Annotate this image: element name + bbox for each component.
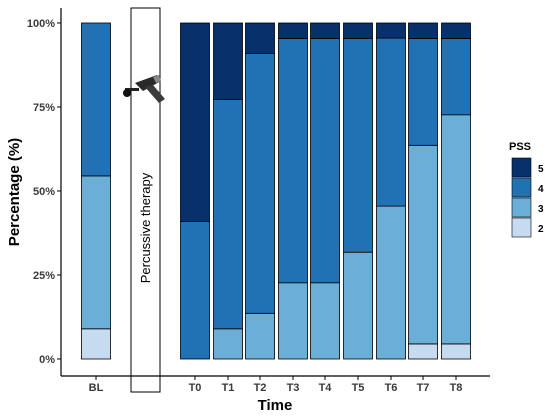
- bar-segment-t1-pss-4: [213, 99, 243, 330]
- legend-swatch-pss-2: [511, 217, 532, 238]
- bar-segment-t2-pss-3: [245, 312, 275, 360]
- y-tick-label: 75%: [33, 102, 55, 114]
- therapy-box: [130, 7, 161, 393]
- x-tick-label: T4: [319, 382, 333, 394]
- x-tick-label: T7: [417, 382, 430, 394]
- bar-segment-t0-pss-5: [180, 22, 210, 223]
- bar-segment-t8-pss-3: [441, 114, 471, 345]
- x-tick-label: T2: [254, 382, 267, 394]
- legend-swatch-pss-3: [511, 197, 532, 218]
- bar-segment-t3-pss-5: [278, 22, 308, 39]
- bar-segment-t6-pss-5: [376, 22, 406, 39]
- bar-segment-t0-pss-4: [180, 221, 210, 360]
- bar-segment-t7-pss-5: [408, 22, 438, 39]
- bar-segment-t2-pss-4: [245, 53, 275, 314]
- bars-layer: [81, 22, 471, 360]
- bar-segment-t1-pss-3: [213, 328, 243, 360]
- bar-segment-t6-pss-3: [376, 205, 406, 360]
- legend-label-pss-4: 4: [538, 184, 544, 195]
- x-tick-label: T6: [385, 382, 398, 394]
- x-tick-label: T5: [352, 382, 365, 394]
- bar-segment-t5-pss-3: [343, 251, 373, 360]
- bar-segment-t7-pss-4: [408, 38, 438, 146]
- bar-segment-bl-pss-2: [81, 328, 111, 360]
- x-tick-label: BL: [89, 382, 104, 394]
- bar-segment-t6-pss-4: [376, 37, 406, 207]
- bar-segment-t2-pss-5: [245, 22, 275, 55]
- x-ticks: BL T0 T1 T2 T3 T4 T5 T6 T7 T8: [89, 376, 463, 394]
- bar-segment-t5-pss-5: [343, 22, 373, 39]
- x-axis-title: Time: [258, 397, 293, 414]
- legend-label-pss-5: 5: [538, 164, 544, 175]
- y-ticks: 0% 25% 50% 75% 100%: [27, 18, 61, 366]
- legend: 5 4 3 2: [511, 157, 544, 238]
- x-tick-label: T0: [189, 382, 202, 394]
- bar-segment-bl-pss-3: [81, 175, 111, 330]
- x-tick-label: T1: [222, 382, 235, 394]
- y-tick-label: 100%: [27, 18, 55, 30]
- bar-segment-t3-pss-3: [278, 282, 308, 360]
- legend-swatch-pss-4: [511, 177, 532, 198]
- therapy-label: Percussive therapy: [138, 172, 153, 283]
- y-tick-label: 0%: [39, 354, 55, 366]
- legend-swatch-pss-5: [511, 157, 532, 178]
- massage-gun-icon: [123, 75, 165, 103]
- bar-segment-t8-pss-2: [441, 343, 471, 360]
- bar-segment-t1-pss-5: [213, 22, 243, 100]
- legend-label-pss-2: 2: [538, 224, 544, 235]
- bar-segment-t4-pss-3: [310, 282, 340, 360]
- y-axis-title: Percentage (%): [6, 138, 23, 246]
- legend-label-pss-3: 3: [538, 204, 544, 215]
- y-tick-label: 50%: [33, 186, 55, 198]
- y-tick-label: 25%: [33, 270, 55, 282]
- bar-segment-t3-pss-4: [278, 38, 308, 284]
- bar-segment-bl-pss-4: [81, 22, 111, 177]
- bar-segment-t5-pss-4: [343, 38, 373, 253]
- x-tick-label: T8: [450, 382, 463, 394]
- legend-title: PSS: [509, 141, 531, 153]
- bar-segment-t8-pss-4: [441, 38, 471, 116]
- bar-segment-t4-pss-4: [310, 38, 340, 284]
- x-tick-label: T3: [287, 382, 300, 394]
- bar-segment-t4-pss-5: [310, 22, 340, 39]
- bar-segment-t8-pss-5: [441, 22, 471, 39]
- bar-segment-t7-pss-2: [408, 343, 438, 360]
- bar-segment-t7-pss-3: [408, 144, 438, 345]
